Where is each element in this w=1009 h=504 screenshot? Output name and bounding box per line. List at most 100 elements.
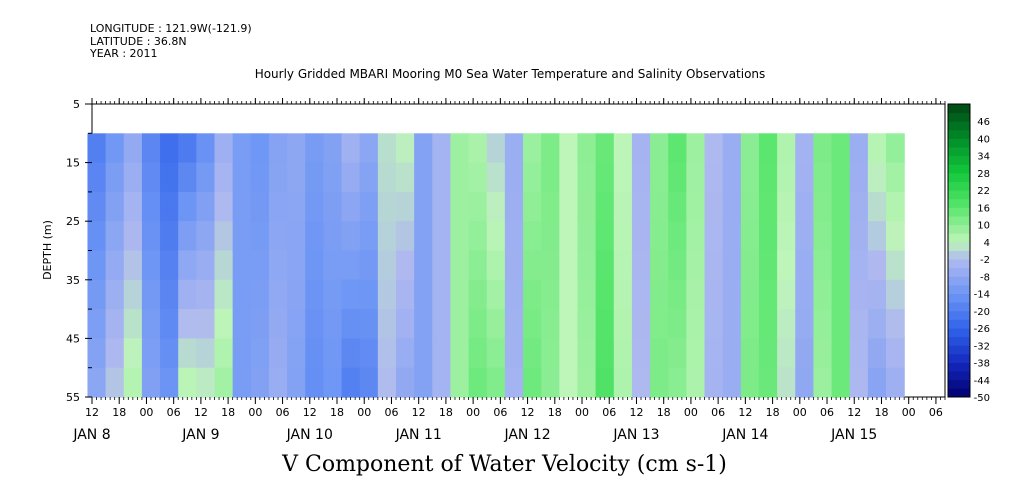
heatmap-cell <box>432 309 452 339</box>
heatmap-cell <box>613 221 633 252</box>
heatmap-cell <box>305 338 324 369</box>
latitude-label: LATITUDE : 36.8N <box>90 34 187 48</box>
heatmap-cell <box>867 309 887 339</box>
heatmap-cell <box>305 250 324 281</box>
heatmap-cell <box>722 133 742 164</box>
heatmap-cell <box>631 250 651 281</box>
x-hour-label: 00 <box>684 406 698 419</box>
longitude-label: LONGITUDE : 121.9W(-121.9) <box>90 22 252 35</box>
heatmap-cell <box>722 250 742 281</box>
x-hour-label: 12 <box>521 406 535 419</box>
heatmap-cell <box>849 309 869 339</box>
heatmap-cell <box>268 367 288 398</box>
heatmap-cell <box>341 162 361 193</box>
heatmap-cell <box>377 309 397 339</box>
heatmap-cell <box>849 191 869 222</box>
heatmap-cell <box>287 279 306 310</box>
x-day-label: JAN 15 <box>830 427 877 443</box>
colorbar-band <box>948 379 970 389</box>
x-hour-label: 00 <box>466 406 480 419</box>
heatmap-cell <box>178 221 197 252</box>
x-hour-label: 12 <box>412 406 426 419</box>
colorbar-band <box>948 293 970 303</box>
heatmap-cell <box>831 309 851 339</box>
heatmap-cell <box>232 133 252 164</box>
heatmap-cell <box>287 133 306 164</box>
heatmap-cell <box>831 367 851 398</box>
heatmap-cell <box>123 367 143 398</box>
heatmap-cell <box>395 191 415 222</box>
heatmap-cell <box>123 162 143 193</box>
heatmap-cell <box>523 250 542 281</box>
heatmap-cell <box>105 191 125 222</box>
heatmap-cell <box>559 250 579 281</box>
heatmap-cell <box>305 367 324 398</box>
heatmap-cell <box>758 367 778 398</box>
x-day-label: JAN 10 <box>286 427 333 443</box>
heatmap-cell <box>87 250 107 281</box>
heatmap-cell <box>740 367 760 398</box>
heatmap-cell <box>595 338 615 369</box>
heatmap-cell <box>686 367 706 398</box>
x-hour-label: 06 <box>493 406 507 419</box>
heatmap-cell <box>232 250 252 281</box>
heatmap-cell <box>541 309 560 339</box>
x-day-label: JAN 9 <box>181 427 219 443</box>
heatmap-cell <box>414 162 433 193</box>
x-hour-label: 06 <box>820 406 834 419</box>
colorbar-band <box>948 224 970 234</box>
heatmap-cell <box>541 221 560 252</box>
heatmap-cell <box>450 279 470 310</box>
colorbar-label: 28 <box>977 169 990 180</box>
heatmap-cell <box>595 309 615 339</box>
heatmap-cell <box>886 191 905 222</box>
heatmap-cell <box>704 191 724 222</box>
heatmap-cell <box>486 279 506 310</box>
heatmap-cell <box>432 162 452 193</box>
heatmap-cell <box>758 162 778 193</box>
heatmap-cell <box>141 133 161 164</box>
heatmap-cell <box>704 367 724 398</box>
heatmap-cell <box>504 191 524 222</box>
heatmap-cell <box>395 162 415 193</box>
x-hour-label: 06 <box>602 406 616 419</box>
heatmap-cell <box>395 338 415 369</box>
colorbar-band <box>948 164 970 174</box>
heatmap-cell <box>504 221 524 252</box>
heatmap-cell <box>341 279 361 310</box>
heatmap-cell <box>468 250 488 281</box>
heatmap-cell <box>595 191 615 222</box>
x-hour-label: 12 <box>738 406 752 419</box>
heatmap-cell <box>359 250 379 281</box>
heatmap-cell <box>813 162 833 193</box>
heatmap-cell <box>105 338 125 369</box>
heatmap-cell <box>613 309 633 339</box>
x-hour-label: 12 <box>194 406 208 419</box>
x-hour-label: 06 <box>276 406 290 419</box>
x-hour-label: 00 <box>139 406 153 419</box>
x-hour-label: 00 <box>902 406 916 419</box>
heatmap-cell <box>141 309 161 339</box>
heatmap-cell <box>740 338 760 369</box>
heatmap-cell <box>377 221 397 252</box>
heatmap-cell <box>849 367 869 398</box>
x-hour-label: 12 <box>847 406 861 419</box>
x-hour-label: 12 <box>629 406 643 419</box>
heatmap-cell <box>377 367 397 398</box>
station-metadata: LONGITUDE : 121.9W(-121.9) LATITUDE : 36… <box>90 22 252 61</box>
heatmap-cell <box>268 309 288 339</box>
heatmap-cell <box>813 338 833 369</box>
heatmap-cell <box>468 133 488 164</box>
heatmap-cell <box>886 221 905 252</box>
heatmap-cell <box>613 338 633 369</box>
heatmap-cell <box>178 191 197 222</box>
heatmap-cell <box>631 309 651 339</box>
heatmap-cell <box>758 191 778 222</box>
x-day-label: JAN 14 <box>721 427 768 443</box>
colorbar-band <box>948 319 970 329</box>
colorbar-frame <box>947 103 971 398</box>
colorbar-band <box>948 388 970 398</box>
heatmap-cell <box>541 191 560 222</box>
x-day-label: JAN 8 <box>72 427 110 443</box>
heatmap-cell <box>631 279 651 310</box>
